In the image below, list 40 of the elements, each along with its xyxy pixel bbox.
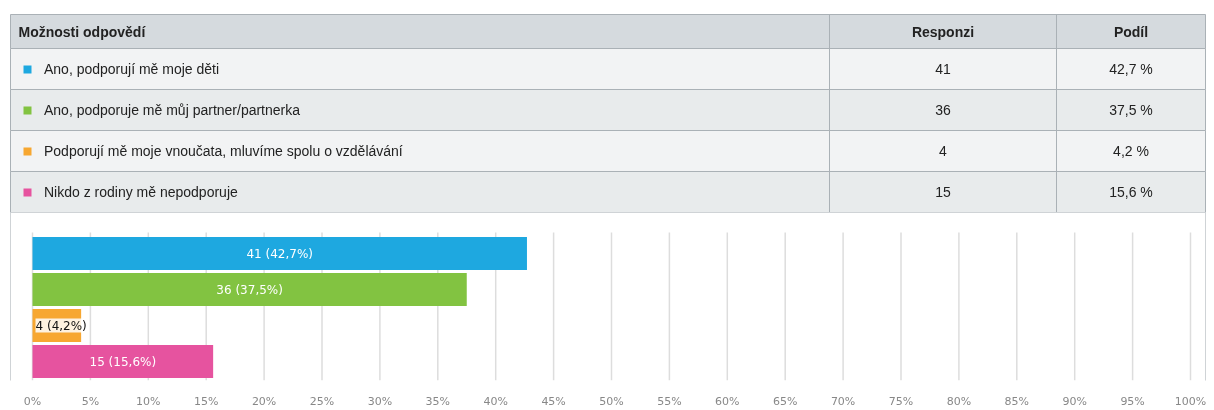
text: 4 [939, 143, 948, 159]
legend-label: Nikdo z rodiny mě nepodporuje [44, 182, 238, 202]
x-tick-label: 5% [81, 394, 100, 408]
x-tick-label: 65% [772, 394, 798, 408]
x-tick-label: 80% [946, 394, 972, 408]
data-label: 41 (42,7%) [246, 246, 314, 261]
data-label: 15 (15,6%) [89, 354, 157, 369]
text: 15 [935, 184, 951, 200]
text: 15,6 % [1109, 184, 1153, 200]
text: 37,5 % [1109, 102, 1153, 118]
text: Responzi [911, 23, 975, 40]
x-tick-label: 70% [830, 394, 856, 408]
x-tick-label: 40% [483, 394, 508, 408]
text: 4,2 % [1113, 143, 1149, 159]
text: 41 [935, 61, 951, 77]
x-tick-label: 55% [657, 394, 682, 408]
legend-label: Ano, podporují mě moje děti [44, 59, 220, 79]
data-label: 4 (4,2%) [35, 318, 87, 333]
x-tick-label: 45% [541, 394, 566, 408]
legend-label: Podporují mě moje vnoučata, mluvíme spolu o vzdělávání [44, 141, 403, 161]
x-tick-label: 15% [193, 394, 219, 408]
x-tick-label: 85% [1004, 394, 1030, 408]
x-tick-label: 30% [367, 394, 393, 408]
legend-label: Ano, podporuje mě můj partner/partnerka [44, 100, 301, 120]
x-tick-label: 60% [715, 394, 740, 408]
x-tick-label: 75% [888, 394, 914, 408]
text: Podíl [1113, 23, 1149, 40]
x-tick-label: 95% [1120, 394, 1145, 408]
x-tick-label: 20% [251, 394, 277, 408]
x-tick-label: 10% [136, 394, 161, 408]
x-tick-label: 90% [1062, 394, 1087, 408]
x-tick-label: 35% [425, 394, 451, 408]
text: Možnosti odpovědí [18, 23, 147, 40]
x-tick-label: 100% [1174, 394, 1207, 408]
x-tick-label: 25% [309, 394, 335, 408]
text: 42,7 % [1109, 61, 1153, 77]
x-tick-label: 50% [599, 394, 624, 408]
data-label: 36 (37,5%) [216, 282, 283, 297]
text: 36 [935, 102, 951, 118]
x-tick-label: 0% [23, 394, 42, 408]
